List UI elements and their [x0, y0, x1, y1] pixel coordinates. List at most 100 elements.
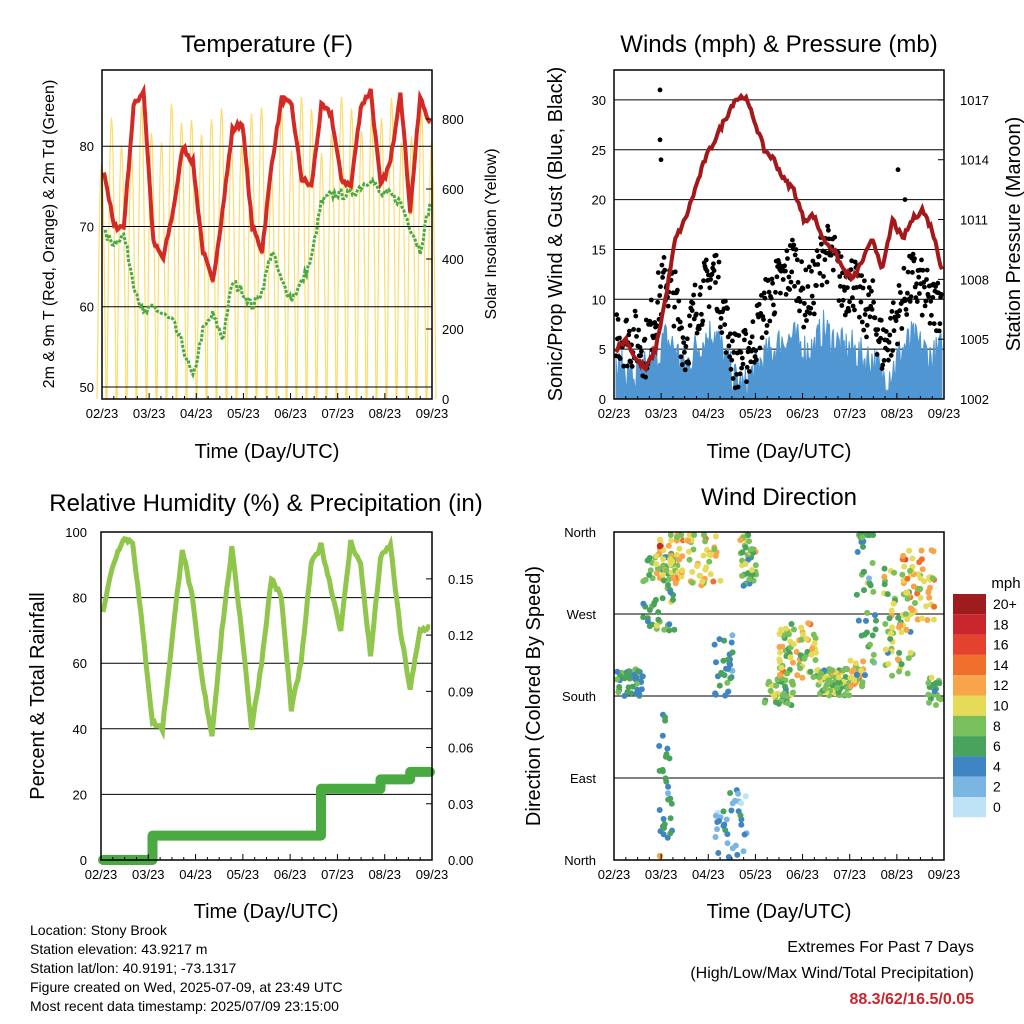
gust-point: [904, 312, 910, 317]
wind-direction-point: [659, 766, 666, 773]
wind-direction-point: [665, 542, 672, 549]
gust-point: [744, 364, 750, 370]
wind-direction-point: [784, 700, 791, 707]
direction-y-ticks: North East South West North: [562, 525, 596, 868]
wind-direction-point: [907, 605, 914, 612]
wind-direction-point: [895, 614, 902, 621]
wind-direction-point: [713, 659, 719, 666]
wind-direction-point: [791, 626, 797, 633]
wind-direction-point: [777, 649, 783, 656]
solar-y-tick-label: 400: [442, 252, 464, 267]
solar-insolation-line: [116, 145, 127, 400]
wind-direction-point: [891, 569, 898, 576]
wind-y-tick-label: 5: [599, 342, 606, 357]
gust-point: [937, 321, 943, 327]
gust-point: [628, 359, 634, 365]
wind-direction-point: [896, 668, 903, 675]
legend-swatch: [953, 756, 986, 777]
precip-y-tick-label: 0.09: [448, 684, 473, 699]
gust-point: [725, 306, 730, 311]
humidity-x-ticks: 02/23 03/23 04/23 05/23 06/23 07/23 08/23 09/23: [85, 854, 448, 882]
solar-insolation-line: [316, 153, 327, 400]
gust-point: [759, 335, 765, 341]
solar-insolation-line: [396, 142, 407, 400]
gust-point: [682, 349, 687, 355]
gust-point: [914, 281, 919, 287]
wind-direction-point: [906, 547, 913, 554]
x-tick-label: 04/23: [692, 406, 725, 421]
wind-direction-point: [916, 559, 923, 566]
legend-swatch: [953, 654, 986, 676]
wind-direction-point: [919, 566, 926, 573]
gust-point: [922, 303, 928, 309]
solar-insolation-line: [336, 96, 347, 400]
wind-direction-point: [633, 674, 640, 681]
gust-point: [696, 326, 702, 332]
wind-direction-point: [788, 621, 795, 627]
gust-point: [880, 362, 886, 368]
wind-direction-point: [738, 821, 745, 828]
gust-point: [840, 297, 846, 303]
gust-point: [803, 267, 809, 273]
wind-direction-point: [847, 657, 854, 664]
wind-direction-point: [629, 683, 636, 690]
humidity-y-tick-label: 0: [80, 853, 87, 868]
x-tick-label: 09/23: [928, 867, 961, 882]
wind-direction-point: [621, 692, 628, 699]
wind-direction-point: [665, 790, 671, 797]
gust-point: [756, 314, 761, 320]
gust-point: [793, 247, 799, 252]
gust-point: [780, 277, 786, 282]
x-tick-label: 07/23: [833, 406, 866, 421]
direction-x-label: Time (Day/UTC): [707, 901, 852, 923]
gust-point: [713, 280, 718, 285]
gust-point: [627, 328, 632, 334]
wind-y-ticks: 0 5 10 15 20 25 30: [592, 93, 606, 407]
elevation-text: Station elevation: 43.9217 m: [30, 941, 208, 957]
gust-point: [782, 263, 787, 269]
wind-direction-point: [723, 816, 730, 823]
gust-point: [676, 298, 682, 304]
wind-direction-point: [890, 600, 897, 607]
gust-point: [828, 252, 834, 258]
wind-direction-point: [712, 552, 719, 559]
wind-direction-point: [809, 645, 816, 652]
gust-point: [878, 317, 884, 323]
solar-insolation-line: [366, 117, 377, 400]
gust-point: [910, 251, 916, 257]
legend-label: 18: [993, 616, 1009, 632]
gust-point: [750, 319, 756, 325]
gust-point: [699, 322, 705, 327]
gust-point: [699, 311, 704, 317]
wind-direction-point: [725, 665, 732, 672]
x-tick-label: 07/23: [321, 867, 354, 882]
gust-point: [916, 274, 922, 280]
gust-point: [655, 270, 661, 275]
gust-point: [806, 264, 812, 270]
wind-direction-point: [650, 601, 657, 608]
wind-direction-point: [803, 635, 810, 642]
gust-point: [719, 330, 725, 335]
wind-direction-point: [728, 807, 735, 814]
legend-label: 16: [993, 637, 1009, 653]
wind-direction-point: [835, 679, 842, 686]
wind-direction-point: [663, 567, 670, 574]
gust-point: [839, 303, 845, 308]
wind-direction-point: [775, 700, 782, 707]
gust-point: [626, 332, 632, 338]
gust-point: [665, 303, 671, 309]
wind-direction-point: [690, 546, 697, 553]
wind-direction-point: [930, 616, 937, 623]
gust-point: [730, 338, 735, 344]
wind-direction-point: [623, 671, 630, 678]
precip-y-tick-label: 0.15: [448, 572, 473, 587]
wind-direction-point: [858, 667, 865, 674]
gust-point: [920, 267, 926, 273]
gust-point: [773, 289, 778, 295]
relative-humidity-line: [100, 535, 431, 741]
wind-direction-point: [901, 563, 908, 570]
solar-y-tick-label: 800: [442, 112, 464, 127]
humidity-y-tick-label: 80: [73, 591, 87, 606]
wind-direction-point: [813, 649, 819, 656]
wind-direction-point: [706, 551, 713, 558]
